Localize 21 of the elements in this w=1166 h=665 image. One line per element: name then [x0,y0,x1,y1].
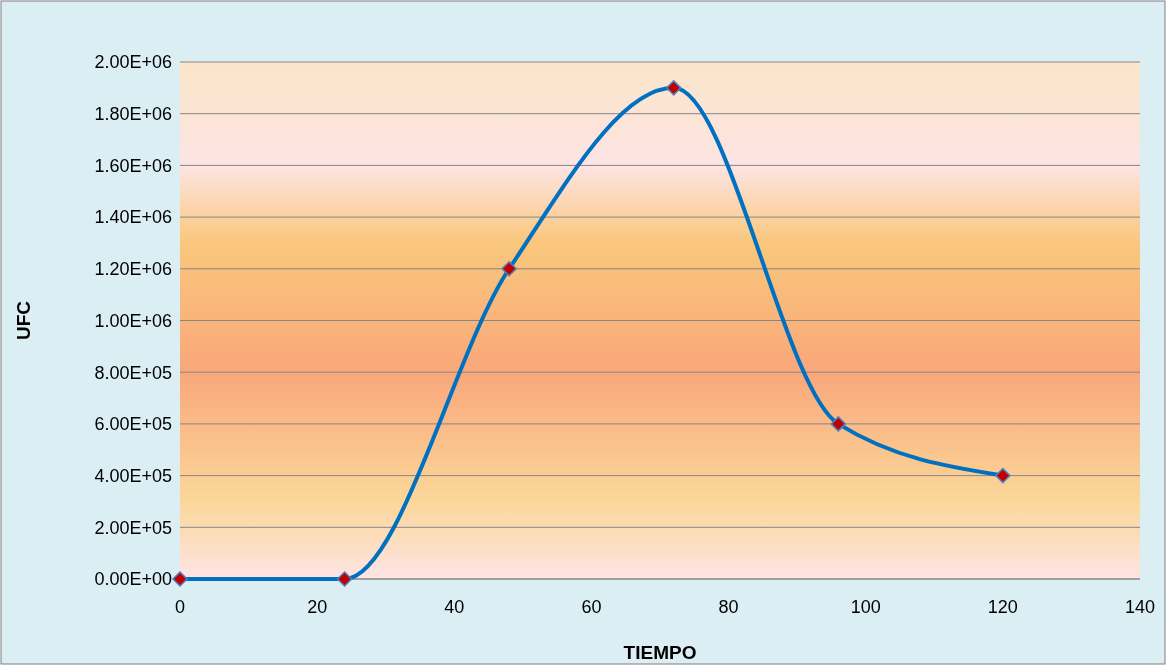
y-tick-label: 2.00E+06 [94,52,172,73]
x-tick-label: 60 [581,597,602,617]
x-tick-label: 100 [850,597,881,617]
y-tick-label: 2.00E+05 [94,517,172,538]
y-axis-title: UFC [13,300,34,341]
y-tick-label: 4.00E+05 [94,465,172,486]
y-tick-label: 0.00E+00 [94,569,172,590]
y-tick-label: 1.40E+06 [94,207,172,228]
y-tick-label: 1.20E+06 [94,259,172,280]
x-tick-label: 120 [987,597,1018,617]
x-tick-label: 140 [1124,597,1156,617]
x-tick-label: 20 [307,597,328,617]
y-tick-label: 1.00E+06 [94,310,172,331]
x-tick-label: 0 [174,597,186,617]
y-tick-label: 6.00E+05 [94,414,172,435]
y-tick-label: 8.00E+05 [94,362,172,383]
y-tick-label: 1.60E+06 [94,155,172,176]
x-axis-title: TIEMPO [623,642,697,663]
y-tick-label: 1.80E+06 [94,104,172,124]
x-tick-label: 80 [718,597,739,617]
x-tick-label: 40 [444,597,465,617]
